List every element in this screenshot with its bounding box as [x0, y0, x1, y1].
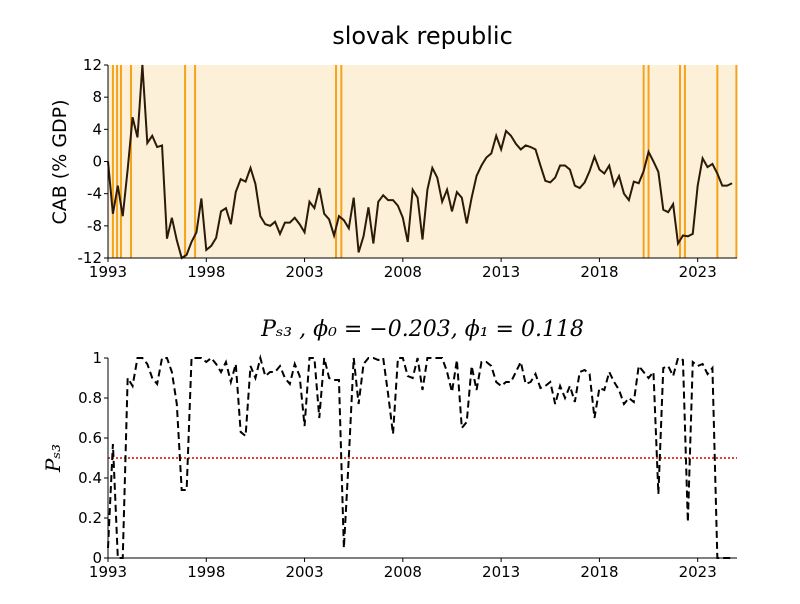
x-tick-label: 2003: [285, 263, 323, 281]
y-tick-label: 0: [92, 549, 102, 567]
y-tick-label: 0.8: [78, 389, 102, 407]
chart-title: slovak republic: [332, 22, 513, 50]
x-tick-label: 2008: [384, 563, 422, 581]
x-tick-label: 2023: [679, 263, 717, 281]
x-tick-label: 2013: [482, 563, 520, 581]
y-tick-label: -4: [87, 185, 102, 203]
x-tick-label: 2003: [285, 563, 323, 581]
data-line: [107, 64, 733, 260]
chart-title: Pₛ₃ , ϕ₀ = −0.203, ϕ₁ = 0.118: [260, 317, 584, 342]
x-tick-label: 2018: [580, 563, 618, 581]
x-tick-label: 1998: [187, 263, 225, 281]
y-tick-label: 4: [92, 120, 102, 138]
x-tick-label: 2008: [384, 263, 422, 281]
y-tick-label: 0.6: [78, 429, 102, 447]
x-tick-label: 1998: [187, 563, 225, 581]
y-tick-label: 0.4: [78, 469, 102, 487]
y-tick-label: 1: [92, 349, 102, 367]
y-tick-label: 0: [92, 153, 102, 171]
x-tick-label: 2018: [580, 263, 618, 281]
x-tick-label: 1993: [89, 263, 127, 281]
x-tick-label: 2013: [482, 263, 520, 281]
x-tick-label: 2023: [679, 563, 717, 581]
y-axis-label: Pₛ₃: [41, 444, 65, 473]
y-tick-label: -12: [78, 249, 103, 267]
x-tick-label: 1993: [89, 563, 127, 581]
y-tick-label: 8: [92, 88, 102, 106]
y-tick-label: 0.2: [78, 509, 102, 527]
y-tick-label: -8: [87, 217, 102, 235]
plot-background: [108, 65, 737, 258]
y-tick-label: 12: [83, 56, 102, 74]
y-axis-label: CAB (% GDP): [49, 99, 71, 224]
